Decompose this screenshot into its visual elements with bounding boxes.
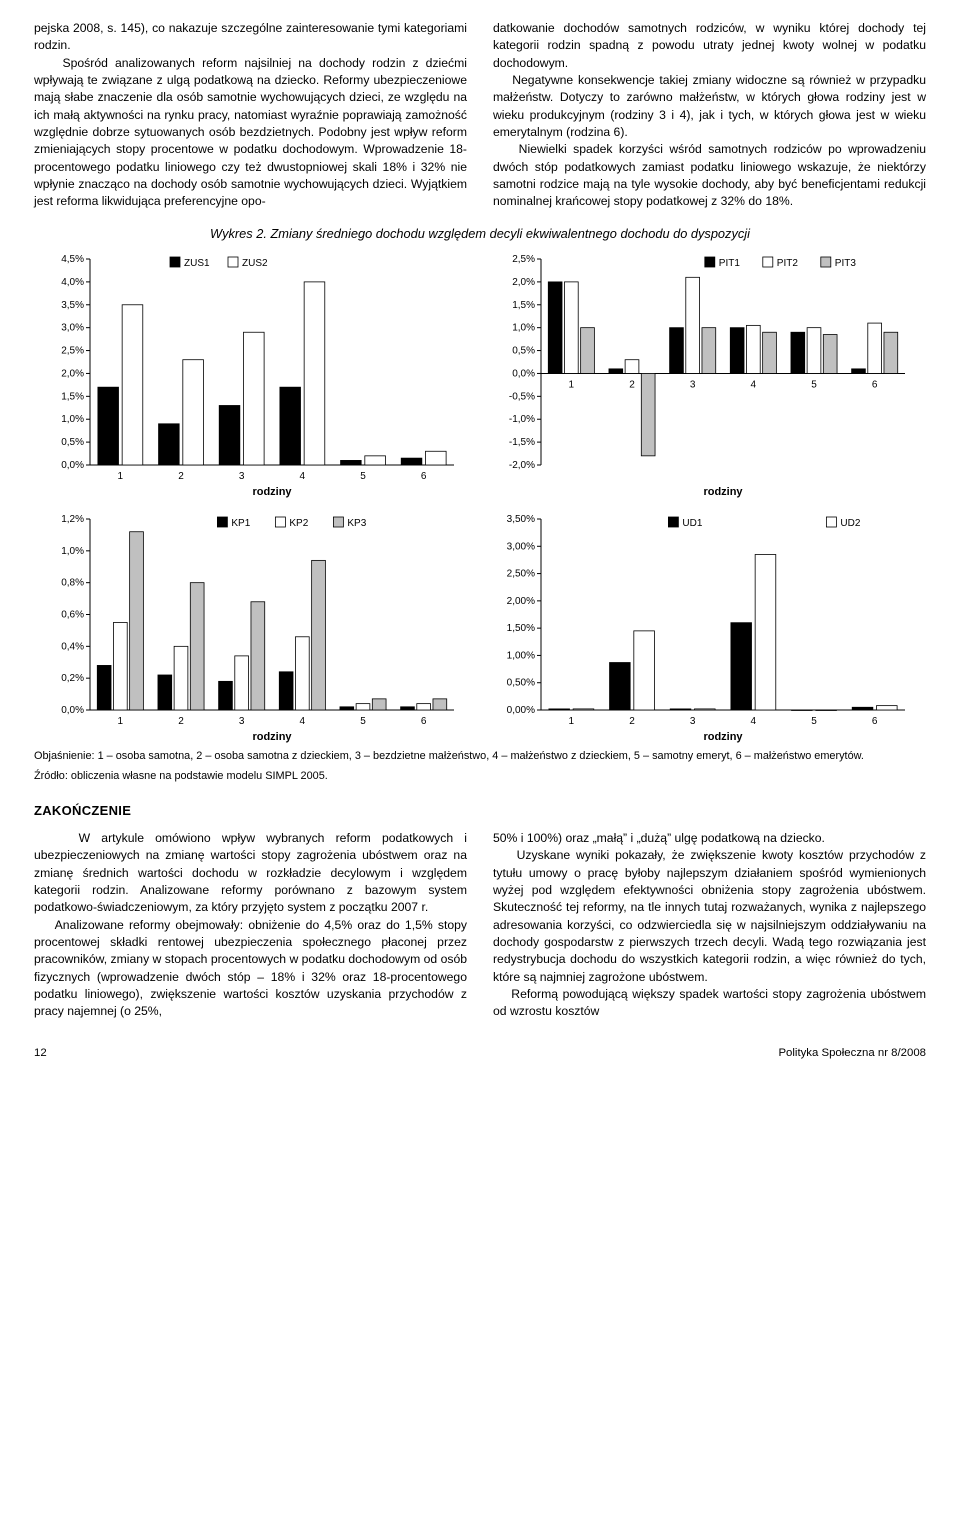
- svg-text:1: 1: [569, 379, 575, 390]
- svg-text:1: 1: [569, 716, 575, 727]
- svg-text:0,50%: 0,50%: [507, 677, 535, 688]
- svg-text:3: 3: [239, 716, 245, 727]
- svg-text:UD2: UD2: [840, 518, 860, 529]
- conclusion-right: 50% i 100%) oraz „małą” i „dużą” ulgę po…: [493, 830, 926, 1021]
- svg-text:1,5%: 1,5%: [512, 300, 535, 311]
- svg-text:4: 4: [300, 716, 306, 727]
- svg-text:-1,5%: -1,5%: [509, 437, 535, 448]
- svg-text:1,0%: 1,0%: [61, 546, 84, 557]
- svg-text:0,2%: 0,2%: [61, 673, 84, 684]
- conclusion-columns: W artykule omówiono wpływ wybranych refo…: [34, 830, 926, 1021]
- svg-text:2,0%: 2,0%: [512, 277, 535, 288]
- svg-text:KP2: KP2: [289, 518, 308, 529]
- svg-text:0,8%: 0,8%: [61, 577, 84, 588]
- svg-text:6: 6: [872, 379, 878, 390]
- svg-text:KP1: KP1: [231, 518, 250, 529]
- svg-text:ZUS1: ZUS1: [184, 258, 210, 269]
- svg-text:0,4%: 0,4%: [61, 641, 84, 652]
- svg-text:1: 1: [118, 471, 124, 482]
- chart-kp: 0,0% 0,2% 0,4% 0,6% 0,8% 1,0% 1,2% 1 2 3 4 5 6 rodzin…: [34, 509, 475, 744]
- chart-zus: 0,0% 0,5% 1,0% 1,5% 2,0% 2,5% 3,0% 3,5% 4,0% 4,5%…: [34, 249, 475, 499]
- svg-text:0,00%: 0,00%: [507, 705, 535, 716]
- svg-text:1: 1: [118, 716, 124, 727]
- svg-text:3,5%: 3,5%: [61, 300, 84, 311]
- svg-text:5: 5: [811, 379, 817, 390]
- intro-left: pejska 2008, s. 145), co nakazuje szczeg…: [34, 20, 467, 211]
- chart-ud: 0,00% 0,50% 1,00% 1,50% 2,00% 2,50% 3,00% 3,50%…: [485, 509, 926, 744]
- svg-text:2,0%: 2,0%: [61, 368, 84, 379]
- svg-text:3: 3: [239, 471, 245, 482]
- intro-right: datkowanie dochodów samotnych rodziców, …: [493, 20, 926, 211]
- svg-text:PIT2: PIT2: [777, 258, 799, 269]
- svg-text:2,5%: 2,5%: [512, 254, 535, 265]
- figure-source: Źródło: obliczenia własne na podstawie m…: [34, 770, 926, 784]
- chart-pit: -2,0% -1,5% -1,0% -0,5% 0,0% 0,5% 1,0% 1,5% 2,0%…: [485, 249, 926, 499]
- svg-text:4,5%: 4,5%: [61, 254, 84, 265]
- svg-text:2,50%: 2,50%: [507, 568, 535, 579]
- svg-text:2,5%: 2,5%: [61, 345, 84, 356]
- svg-text:2: 2: [629, 379, 635, 390]
- svg-text:UD1: UD1: [682, 518, 702, 529]
- svg-text:-0,5%: -0,5%: [509, 391, 535, 402]
- journal-ref: Polityka Społeczna nr 8/2008: [778, 1045, 926, 1061]
- svg-text:0,5%: 0,5%: [61, 437, 84, 448]
- svg-text:PIT3: PIT3: [835, 258, 857, 269]
- svg-text:4: 4: [751, 716, 757, 727]
- svg-text:0,0%: 0,0%: [61, 705, 84, 716]
- page-number: 12: [34, 1045, 47, 1061]
- svg-text:2: 2: [178, 471, 184, 482]
- svg-text:1,0%: 1,0%: [512, 322, 535, 333]
- svg-text:PIT1: PIT1: [719, 258, 741, 269]
- page-footer: 12 Polityka Społeczna nr 8/2008: [34, 1045, 926, 1061]
- svg-text:3: 3: [690, 716, 696, 727]
- svg-text:4: 4: [751, 379, 757, 390]
- svg-text:0,5%: 0,5%: [512, 345, 535, 356]
- conclusion-left: W artykule omówiono wpływ wybranych refo…: [34, 830, 467, 1021]
- svg-text:rodziny: rodziny: [703, 731, 743, 743]
- svg-text:0,0%: 0,0%: [61, 460, 84, 471]
- svg-text:0,0%: 0,0%: [512, 368, 535, 379]
- svg-text:0,6%: 0,6%: [61, 609, 84, 620]
- figure-explanation: Objaśnienie: 1 – osoba samotna, 2 – osob…: [34, 750, 926, 764]
- svg-text:6: 6: [872, 716, 878, 727]
- chart-grid: 0,0% 0,5% 1,0% 1,5% 2,0% 2,5% 3,0% 3,5% 4,0% 4,5%…: [34, 249, 926, 744]
- intro-columns: pejska 2008, s. 145), co nakazuje szczeg…: [34, 20, 926, 211]
- svg-text:4: 4: [300, 471, 306, 482]
- svg-text:3: 3: [690, 379, 696, 390]
- svg-text:4,0%: 4,0%: [61, 277, 84, 288]
- svg-text:3,0%: 3,0%: [61, 322, 84, 333]
- section-heading-conclusion: ZAKOŃCZENIE: [34, 802, 926, 820]
- svg-text:5: 5: [360, 716, 366, 727]
- svg-text:-1,0%: -1,0%: [509, 414, 535, 425]
- svg-text:2: 2: [178, 716, 184, 727]
- svg-text:1,0%: 1,0%: [61, 414, 84, 425]
- svg-text:5: 5: [360, 471, 366, 482]
- svg-text:ZUS2: ZUS2: [242, 258, 268, 269]
- svg-text:1,2%: 1,2%: [61, 514, 84, 525]
- svg-text:2: 2: [629, 716, 635, 727]
- svg-text:rodziny: rodziny: [703, 486, 743, 498]
- svg-text:6: 6: [421, 471, 427, 482]
- figure-caption: Wykres 2. Zmiany średniego dochodu wzglę…: [34, 225, 926, 243]
- svg-text:1,50%: 1,50%: [507, 623, 535, 634]
- svg-text:rodziny: rodziny: [252, 486, 292, 498]
- svg-text:2,00%: 2,00%: [507, 596, 535, 607]
- svg-text:6: 6: [421, 716, 427, 727]
- svg-text:-2,0%: -2,0%: [509, 460, 535, 471]
- svg-text:rodziny: rodziny: [252, 731, 292, 743]
- svg-text:KP3: KP3: [347, 518, 366, 529]
- svg-text:3,50%: 3,50%: [507, 514, 535, 525]
- svg-text:1,5%: 1,5%: [61, 391, 84, 402]
- svg-text:1,00%: 1,00%: [507, 650, 535, 661]
- svg-text:3,00%: 3,00%: [507, 541, 535, 552]
- svg-text:5: 5: [811, 716, 817, 727]
